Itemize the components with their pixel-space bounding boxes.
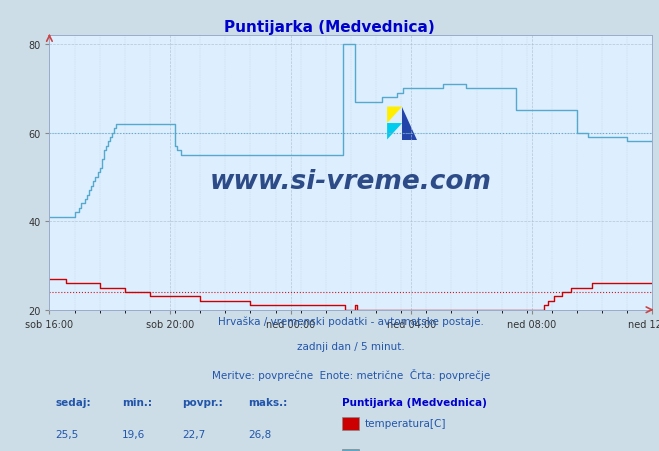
Text: www.si-vreme.com: www.si-vreme.com	[210, 168, 492, 194]
FancyBboxPatch shape	[342, 417, 358, 430]
Text: Meritve: povprečne  Enote: metrične  Črta: povprečje: Meritve: povprečne Enote: metrične Črta:…	[212, 368, 490, 380]
Text: min.:: min.:	[122, 397, 152, 407]
Text: 26,8: 26,8	[248, 429, 272, 439]
Text: temperatura[C]: temperatura[C]	[365, 419, 446, 428]
Text: zadnji dan / 5 minut.: zadnji dan / 5 minut.	[297, 342, 405, 352]
FancyBboxPatch shape	[342, 449, 358, 451]
Text: sedaj:: sedaj:	[55, 397, 91, 407]
Text: Hrvaška / vremenski podatki - avtomatske postaje.: Hrvaška / vremenski podatki - avtomatske…	[218, 315, 484, 326]
Text: 25,5: 25,5	[55, 429, 78, 439]
Polygon shape	[387, 107, 402, 124]
Text: 19,6: 19,6	[122, 429, 145, 439]
Text: maks.:: maks.:	[248, 397, 288, 407]
Text: 22,7: 22,7	[182, 429, 206, 439]
Text: vlaga[%]: vlaga[%]	[365, 450, 411, 451]
Text: Puntijarka (Medvednica): Puntijarka (Medvednica)	[342, 397, 487, 407]
Text: Puntijarka (Medvednica): Puntijarka (Medvednica)	[224, 20, 435, 35]
Polygon shape	[402, 107, 417, 140]
Text: povpr.:: povpr.:	[182, 397, 223, 407]
Polygon shape	[387, 124, 402, 140]
